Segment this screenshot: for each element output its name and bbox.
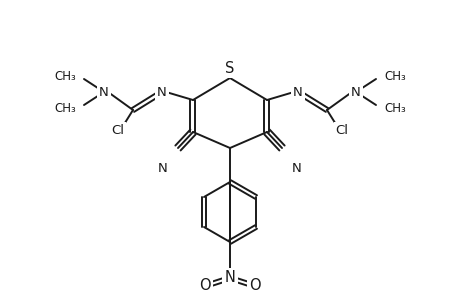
Text: S: S	[225, 61, 234, 76]
Text: Cl: Cl	[335, 124, 348, 136]
Text: CH₃: CH₃	[383, 101, 405, 115]
Text: CH₃: CH₃	[54, 70, 76, 83]
Text: CH₃: CH₃	[54, 101, 76, 115]
Text: N: N	[99, 85, 109, 98]
Text: CH₃: CH₃	[383, 70, 405, 83]
Text: N: N	[157, 85, 167, 98]
Text: N: N	[350, 85, 360, 98]
Text: N: N	[291, 161, 301, 175]
Text: O: O	[199, 278, 210, 293]
Text: N: N	[224, 271, 235, 286]
Text: N: N	[158, 161, 168, 175]
Text: N: N	[292, 85, 302, 98]
Text: Cl: Cl	[111, 124, 124, 136]
Text: O: O	[249, 278, 260, 293]
